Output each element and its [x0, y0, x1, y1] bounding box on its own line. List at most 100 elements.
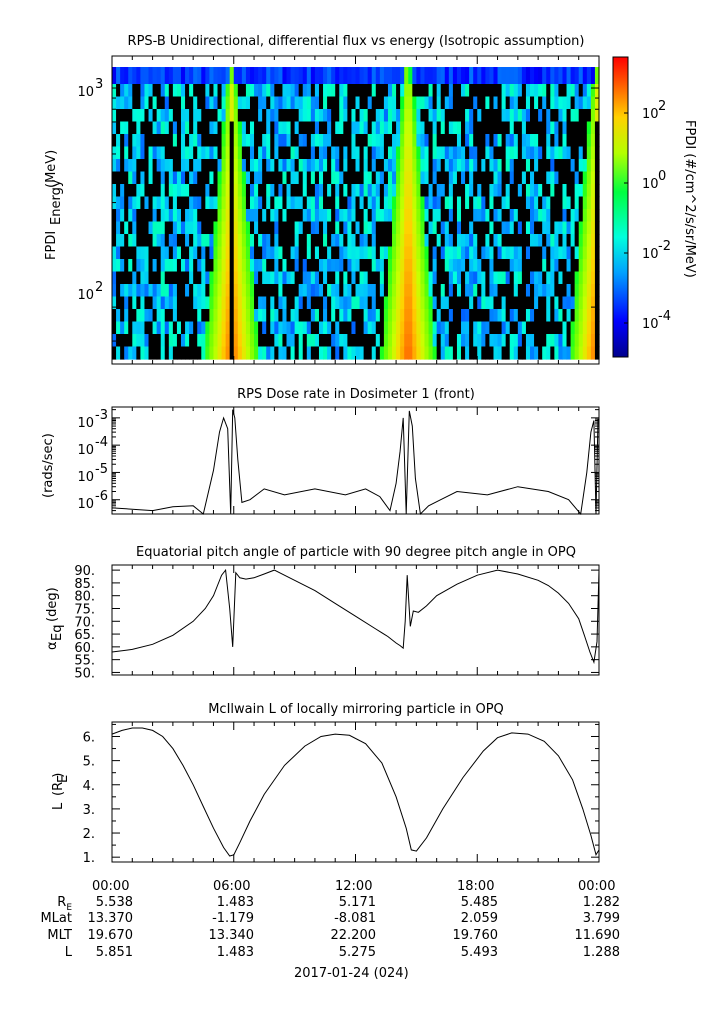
spectrogram-cell: [550, 109, 555, 123]
spectrogram-cell: [562, 309, 568, 323]
spectrogram-cell: [570, 346, 576, 360]
spectrogram-cell: [424, 309, 430, 323]
x-tick-label: 18:00: [457, 879, 495, 894]
cbar-tick-base: 10: [642, 317, 659, 332]
spectrogram-cell: [578, 271, 584, 285]
spectrogram-cell: [412, 321, 417, 335]
spectrogram-cell: [116, 171, 121, 185]
spectrogram-cell: [493, 321, 499, 335]
spectrogram-cell: [164, 134, 170, 148]
spectrogram-cell: [440, 221, 446, 235]
spectrogram-cell: [197, 259, 202, 273]
spectrogram-cell: [351, 234, 357, 248]
spectrogram-cell: [530, 159, 535, 173]
spectrogram-cell: [136, 284, 142, 298]
spectrogram-cell: [160, 96, 166, 110]
spectrogram-cell: [282, 321, 288, 335]
spectrogram-cell: [140, 234, 146, 248]
spectrogram-cell: [286, 171, 292, 185]
spectrogram-cell: [213, 96, 219, 110]
spectrogram-cell: [314, 271, 320, 285]
spectrogram-cell: [448, 321, 454, 335]
spectrogram-cell: [367, 334, 373, 348]
spectrogram-cell: [351, 259, 357, 273]
spectrogram-cell: [148, 96, 154, 110]
spectrogram-cell: [262, 309, 267, 323]
spectrogram-cell: [550, 284, 555, 298]
spectrogram-cell: [193, 146, 198, 160]
spectrogram-cell: [558, 146, 564, 160]
spectrogram-cell: [144, 209, 150, 223]
spectrogram-cell: [189, 171, 194, 185]
spectrogram-cell: [594, 96, 600, 110]
spectrogram-cell: [542, 196, 547, 210]
spectrogram-cell: [517, 146, 523, 160]
spectrogram-cell: [339, 96, 344, 110]
spectrogram-cell: [180, 146, 186, 160]
spectrogram-cell: [550, 346, 555, 360]
x-tick-label: 12:00: [335, 879, 373, 894]
spectrogram-cell: [489, 309, 495, 323]
spectrogram-cell: [241, 84, 247, 98]
spectrogram-cell: [176, 296, 182, 310]
spectrogram-cell: [347, 321, 353, 335]
spectrogram-cell: [513, 146, 519, 160]
spectrogram-cell: [493, 159, 499, 173]
spectrogram-cell: [128, 121, 133, 135]
spectrogram-cell: [331, 296, 336, 310]
spectrogram-cell: [156, 67, 162, 84]
spectrogram-cell: [128, 234, 133, 248]
spectrogram-cell: [144, 84, 150, 98]
spectrogram-cell: [245, 67, 251, 84]
spectrogram-cell: [343, 109, 348, 123]
spectrogram-cell: [217, 209, 223, 223]
spectrogram-cell: [124, 84, 129, 98]
spectrogram-cell: [436, 67, 442, 84]
spectrogram-cell: [298, 84, 304, 98]
spectrogram-cell: [254, 121, 259, 135]
spectrogram-cell: [566, 67, 572, 84]
spectrogram-cell: [371, 121, 377, 135]
spectrogram-cell: [331, 159, 336, 173]
spectrogram-cell: [359, 271, 365, 285]
spectrogram-cell: [156, 296, 162, 310]
spectrogram-cell: [582, 284, 588, 298]
spectrogram-cell: [144, 221, 150, 235]
spectrogram-cell: [383, 309, 389, 323]
spectrogram-cell: [343, 309, 348, 323]
spectrogram-cell: [132, 171, 137, 185]
spectrogram-cell: [452, 109, 458, 123]
spectrogram-cell: [574, 121, 580, 135]
spectrogram-cell: [432, 321, 438, 335]
spectrogram-cell: [185, 84, 190, 98]
spectrogram-cell: [318, 234, 324, 248]
spectrogram-cell: [180, 284, 186, 298]
spectrogram-cell: [473, 209, 478, 223]
spectrogram-cell: [509, 184, 515, 198]
spectrogram-cell: [116, 196, 121, 210]
spectrogram-cell: [140, 296, 146, 310]
spectrogram-cell: [542, 221, 547, 235]
spectrogram-cell: [245, 271, 251, 285]
spectrogram-cell: [310, 84, 316, 98]
spectrogram-cell: [412, 109, 417, 123]
spectrogram-cell: [245, 346, 251, 360]
spectrogram-cell: [448, 346, 454, 360]
spectrogram-cell: [278, 109, 284, 123]
spectrogram-cell: [558, 234, 564, 248]
spectrogram-cell: [367, 259, 373, 273]
spectrogram-cell: [363, 134, 369, 148]
spectrogram-cell: [517, 109, 523, 123]
spectrogram-cell: [229, 159, 235, 173]
spectrogram-cell: [221, 196, 227, 210]
spectrogram-cell: [383, 209, 389, 223]
spectrogram-cell: [489, 196, 495, 210]
spectrogram-cell: [254, 246, 259, 260]
spectrogram-cell: [566, 259, 572, 273]
spectrogram-cell: [416, 67, 422, 84]
spectrogram-cell: [424, 121, 430, 135]
spectrogram-cell: [294, 67, 300, 84]
spectrogram-cell: [278, 134, 284, 148]
spectrogram-cell: [359, 309, 365, 323]
spectrogram-cell: [201, 221, 206, 235]
